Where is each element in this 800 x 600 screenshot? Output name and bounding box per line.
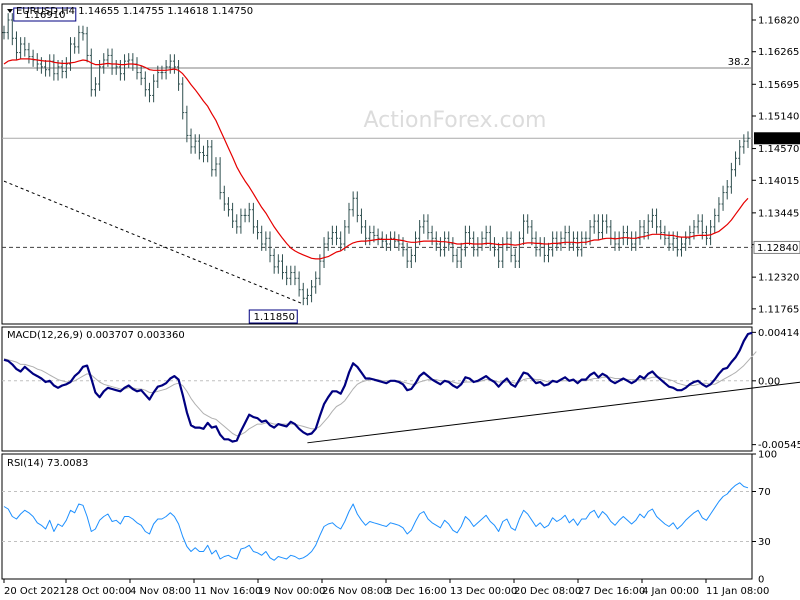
rsi-axis-tick-label-zero: 0 [758,575,764,586]
x-axis-tick-label-10: 4 Jan 00:00 [642,586,699,597]
rsi-axis-tick-label-0: 100 [758,450,777,461]
x-axis-tick-label-2: 4 Nov 08:00 [130,586,191,597]
x-axis-tick-label-7: 13 Dec 00:00 [450,586,517,597]
price-axis-tick-label-0: 1.16820 [758,16,799,27]
price-axis-tick-label-5: 1.14015 [758,176,799,187]
macd-line [3,331,753,443]
rsi-line [3,482,749,561]
current-price-badge [754,132,800,145]
x-axis-tick-label-6: 3 Dec 16:00 [386,586,447,597]
price-axis-tick-label-6: 1.13445 [758,208,799,219]
current-price-label: 1.14750 [757,134,798,145]
watermark: ActionForex.com [364,108,547,133]
price-panel-frame [1,3,753,325]
menu-triangle-icon [7,9,13,13]
price-axis-tick-label-1: 1.16265 [758,47,799,58]
rsi-axis-tick-label-1: 70 [758,487,771,498]
price-axis-tick-label-4: 1.14570 [758,144,799,155]
watermark-group: ActionForex.com [364,108,547,133]
x-axis-tick-label-3: 11 Nov 16:00 [194,586,261,597]
low-annotation-label: 1.11850 [254,312,295,323]
price-axis-tick-label-8: 1.12320 [758,273,799,284]
rsi-panel-title: RSI(14) 73.0083 [7,458,88,469]
x-axis-tick-label-9: 27 Dec 16:00 [578,586,645,597]
x-axis-tick-label-0: 20 Oct 2021 [4,586,66,597]
price-axis-tick-label-3: 1.15140 [758,112,799,123]
support-price-label: 1.12840 [757,243,798,254]
rsi-axis-tick-label-2: 30 [758,537,771,548]
x-axis-tick-label-1: 28 Oct 00:00 [66,586,131,597]
price-panel-title: EURUSD,H4 1.14655 1.14755 1.14618 1.1475… [16,6,253,17]
price-axis-tick-label-2: 1.15695 [758,80,799,91]
support-price-badge [753,240,800,254]
x-axis-tick-label-8: 20 Dec 08:00 [514,586,581,597]
macd-panel-frame [1,326,753,452]
macd-axis-tick-label-1: 0.00 [758,376,780,387]
high-annotation-box [13,7,77,22]
price-axis-tick-label-9: 1.11765 [758,304,799,315]
chart-layers: 38.2 1.16910 1.11850 1.16820 1.16265 1.15695 1… [1,3,800,597]
x-axis-tick-label-4: 19 Nov 00:00 [258,586,325,597]
macd-axis-tick-label-2: -0.005455 [758,440,800,451]
rsi-panel-frame [1,453,753,580]
x-axis-tick-label-5: 26 Nov 08:00 [322,586,389,597]
moving-average-line [3,58,749,260]
macd-signal-line [3,351,757,437]
macd-panel-title: MACD(12,26,9) 0.003707 0.003360 [7,330,185,341]
low-annotation-box [248,309,298,324]
high-annotation-label: 1.16910 [24,10,65,21]
macd-axis-tick-label-0: 0.004143 [758,328,800,339]
macd-trendline [307,381,800,444]
x-axis-tick-label-11: 11 Jan 08:00 [706,586,769,597]
fib-38-2-label: 38.2 [728,57,750,68]
